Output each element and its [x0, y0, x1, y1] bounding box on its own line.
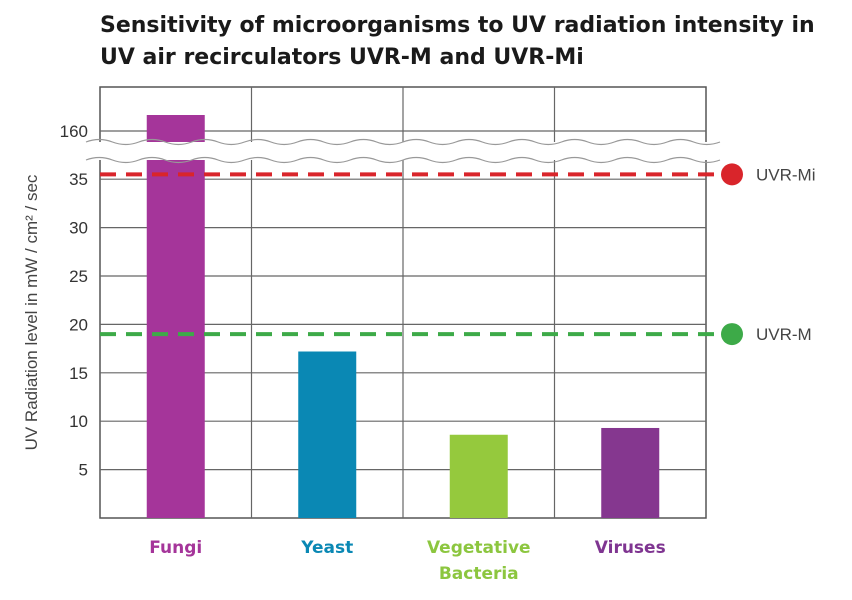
y-tick-label: 15: [69, 364, 88, 383]
axis-break-line: [85, 138, 721, 146]
bar: [298, 351, 357, 518]
bar: [146, 115, 205, 518]
reference-label: UVR-Mi: [756, 165, 816, 184]
x-category-label: Vegetative: [427, 538, 531, 558]
x-category-label: Bacteria: [439, 564, 519, 584]
x-category-label: Yeast: [300, 538, 353, 558]
y-tick-label: 10: [69, 412, 88, 431]
y-axis-label: UV Radiation level in mW / cm² / sec: [22, 174, 41, 450]
bar: [601, 427, 660, 518]
chart-title: Sensitivity of microorganisms to UV radi…: [100, 10, 820, 74]
chart-title-line-1: Sensitivity of microorganisms to UV radi…: [100, 13, 815, 38]
y-tick-label: 35: [69, 170, 88, 189]
y-tick-label: 20: [69, 315, 88, 334]
y-tick-label: 30: [69, 219, 88, 238]
x-category-label: Fungi: [149, 538, 202, 558]
y-tick-label: 25: [69, 267, 88, 286]
chart-title-line-2: UV air recirculators UVR-M and UVR-Mi: [100, 45, 584, 70]
reference-label: UVR-M: [756, 325, 812, 344]
y-tick-label: 160: [60, 122, 88, 141]
reference-marker: [721, 163, 743, 186]
reference-marker: [721, 323, 743, 346]
y-tick-label: 5: [79, 461, 88, 480]
x-category-label: Viruses: [595, 538, 666, 558]
bar: [449, 434, 508, 518]
axis-break-line: [85, 156, 721, 164]
axis-break-band: [86, 142, 720, 160]
